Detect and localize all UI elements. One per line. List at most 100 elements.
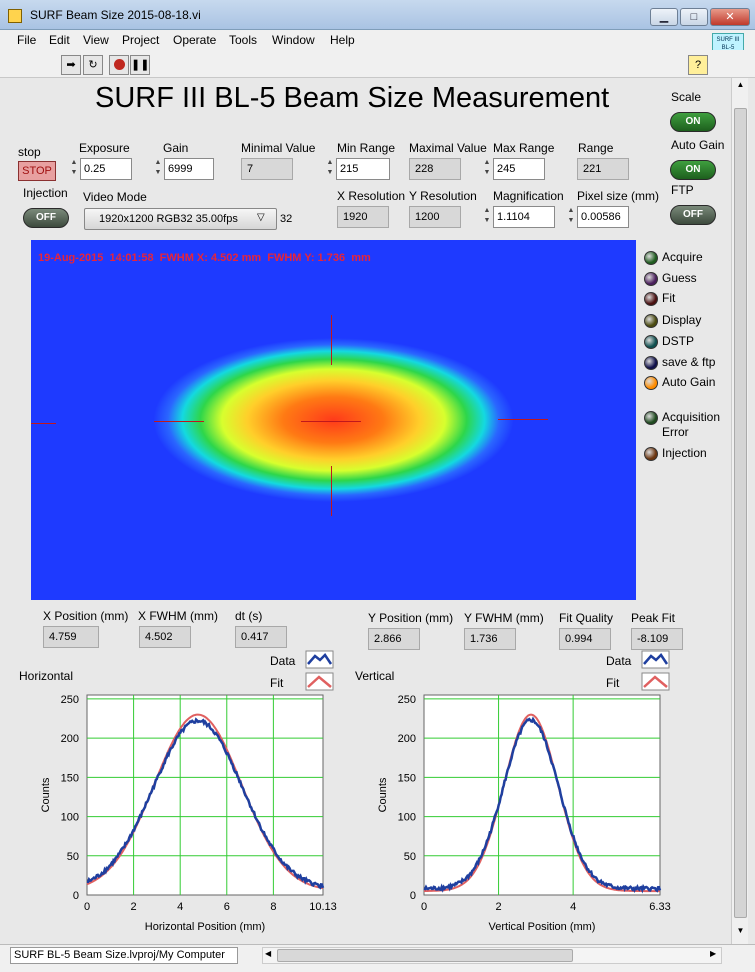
crosshair-top bbox=[331, 315, 332, 365]
menu-view[interactable]: View bbox=[83, 33, 109, 47]
close-button[interactable]: ✕ bbox=[710, 8, 750, 26]
horizontal-graph-title: Horizontal bbox=[19, 669, 74, 683]
auto-gain-toggle[interactable]: ON bbox=[670, 160, 716, 180]
vertical-scrollbar[interactable]: ▲ ▼ bbox=[731, 78, 748, 944]
led-2-icon bbox=[644, 292, 658, 306]
scroll-left-icon[interactable]: ◀ bbox=[265, 949, 272, 958]
magnification-input[interactable]: 1.1104 bbox=[493, 206, 555, 228]
run-continuously-icon[interactable]: ↻ bbox=[83, 55, 103, 75]
pixel-size-spinner[interactable]: ▲ ▼ bbox=[567, 207, 575, 224]
y-tick-label: 200 bbox=[61, 733, 79, 745]
series-data-line bbox=[86, 717, 325, 890]
h-scroll-thumb[interactable] bbox=[277, 949, 573, 962]
y-position-indicator: 2.866 bbox=[368, 628, 420, 650]
x-tick-label: 2 bbox=[496, 901, 502, 913]
scroll-down-icon[interactable]: ▼ bbox=[736, 926, 745, 935]
maximal-value-label: Maximal Value bbox=[409, 141, 487, 155]
crosshair-left bbox=[31, 423, 56, 424]
x-fwhm-indicator: 4.502 bbox=[139, 626, 191, 648]
exposure-spinner[interactable]: ▲ ▼ bbox=[70, 159, 78, 176]
horizontal-profile-chart[interactable]: 0 2 4 6 8 10.13 0 50 100 150 200 250 Horizontal Posi… bbox=[15, 685, 345, 935]
series-fit-line bbox=[424, 713, 660, 893]
stop-button[interactable]: STOP bbox=[18, 161, 56, 181]
exposure-input[interactable]: 0.25 bbox=[80, 158, 132, 180]
scroll-thumb[interactable] bbox=[734, 108, 747, 918]
max-range-label: Max Range bbox=[493, 141, 555, 155]
image-overlay-text: 19-Aug-2015 14:01:58 FWHM X: 4.502 mm FW… bbox=[38, 252, 371, 264]
v-legend-data-swatch bbox=[643, 653, 669, 665]
peak-fit-indicator: -8.109 bbox=[631, 628, 683, 650]
ftp-toggle[interactable]: OFF bbox=[670, 205, 716, 225]
maximal-value-indicator: 228 bbox=[409, 158, 461, 180]
abort-icon[interactable] bbox=[109, 55, 129, 75]
led-7-icon bbox=[644, 411, 658, 425]
x-resolution-indicator: 1920 bbox=[337, 206, 389, 228]
fit-quality-label: Fit Quality bbox=[559, 611, 614, 625]
menu-file[interactable]: File bbox=[17, 33, 37, 47]
menu-tools[interactable]: Tools bbox=[229, 33, 258, 47]
video-mode-select[interactable]: 1920x1200 RGB32 35.00fps ▽ bbox=[84, 208, 277, 230]
scroll-right-icon[interactable]: ▶ bbox=[710, 949, 717, 958]
crosshair-mid-left bbox=[154, 421, 204, 422]
v-legend-data-label: Data bbox=[606, 654, 632, 668]
h-legend-data-label: Data bbox=[270, 654, 296, 668]
minimize-button[interactable]: ▁ bbox=[650, 8, 678, 26]
max-range-spinner[interactable]: ▲ ▼ bbox=[483, 159, 491, 176]
menu-window[interactable]: Window bbox=[272, 33, 315, 47]
min-range-spinner[interactable]: ▲ ▼ bbox=[326, 159, 334, 176]
x-axis-label: Vertical Position (mm) bbox=[489, 921, 596, 933]
y-axis-label: Counts bbox=[40, 777, 52, 812]
chevron-down-icon: ▽ bbox=[257, 212, 265, 223]
scale-toggle[interactable]: ON bbox=[670, 112, 716, 132]
beam-image[interactable]: 19-Aug-2015 14:01:58 FWHM X: 4.502 mm FW… bbox=[31, 240, 636, 600]
x-tick-label: 6.33 bbox=[649, 901, 670, 913]
video-mode-index: 32 bbox=[280, 213, 293, 225]
led-2-label: Fit bbox=[662, 291, 676, 305]
status-bar: SURF BL-5 Beam Size.lvproj/My Computer ◀… bbox=[0, 944, 755, 972]
range-label: Range bbox=[578, 141, 614, 155]
x-tick-label: 2 bbox=[131, 901, 137, 913]
max-range-input[interactable]: 245 bbox=[493, 158, 545, 180]
dt-indicator: 0.417 bbox=[235, 626, 287, 648]
led-5-label: save & ftp bbox=[662, 355, 716, 369]
series-data-line bbox=[423, 716, 662, 894]
pixel-size-label: Pixel size (mm) bbox=[577, 189, 660, 203]
led-6-icon bbox=[644, 376, 658, 390]
y-tick-label: 150 bbox=[61, 772, 79, 784]
menu-edit[interactable]: Edit bbox=[49, 33, 70, 47]
y-tick-label: 250 bbox=[61, 694, 79, 706]
menu-project[interactable]: Project bbox=[122, 33, 160, 47]
crosshair-right bbox=[498, 419, 548, 420]
scroll-up-icon[interactable]: ▲ bbox=[736, 80, 745, 89]
menu-help[interactable]: Help bbox=[330, 33, 355, 47]
panel-title: SURF III BL-5 Beam Size Measurement bbox=[95, 82, 610, 114]
app-icon bbox=[8, 9, 22, 23]
magnification-spinner[interactable]: ▲ ▼ bbox=[483, 207, 491, 224]
y-fwhm-label: Y FWHM (mm) bbox=[464, 611, 544, 625]
led-6-label: Auto Gain bbox=[662, 375, 716, 389]
x-resolution-label: X Resolution bbox=[337, 189, 406, 203]
led-1-label: Guess bbox=[662, 271, 697, 285]
pixel-size-input[interactable]: 0.00586 bbox=[577, 206, 629, 228]
minimal-value-label: Minimal Value bbox=[241, 141, 316, 155]
injection-toggle[interactable]: OFF bbox=[23, 208, 69, 228]
x-tick-label: 4 bbox=[570, 901, 576, 913]
x-tick-label: 6 bbox=[224, 901, 230, 913]
stop-label: stop bbox=[18, 145, 41, 159]
v-legend-swatches bbox=[641, 650, 670, 691]
ftp-label: FTP bbox=[671, 183, 694, 197]
menu-operate[interactable]: Operate bbox=[173, 33, 217, 47]
vertical-profile-chart[interactable]: 0 2 4 6.33 0 50 100 150 200 250 Vertical Position … bbox=[352, 685, 682, 935]
gain-spinner[interactable]: ▲ ▼ bbox=[154, 159, 162, 176]
horizontal-scrollbar[interactable]: ◀ ▶ bbox=[262, 947, 722, 964]
min-range-input[interactable]: 215 bbox=[336, 158, 390, 180]
auto-gain-label: Auto Gain bbox=[671, 138, 725, 152]
maximize-button[interactable]: □ bbox=[680, 8, 708, 26]
crosshair-center-h bbox=[301, 421, 361, 422]
pause-icon[interactable]: ❚❚ bbox=[130, 55, 150, 75]
gain-input[interactable]: 6999 bbox=[164, 158, 214, 180]
run-arrow-icon[interactable]: ➡ bbox=[61, 55, 81, 75]
video-mode-value: 1920x1200 RGB32 35.00fps bbox=[99, 213, 238, 225]
minimal-value-indicator: 7 bbox=[241, 158, 293, 180]
help-icon[interactable]: ? bbox=[688, 55, 708, 75]
